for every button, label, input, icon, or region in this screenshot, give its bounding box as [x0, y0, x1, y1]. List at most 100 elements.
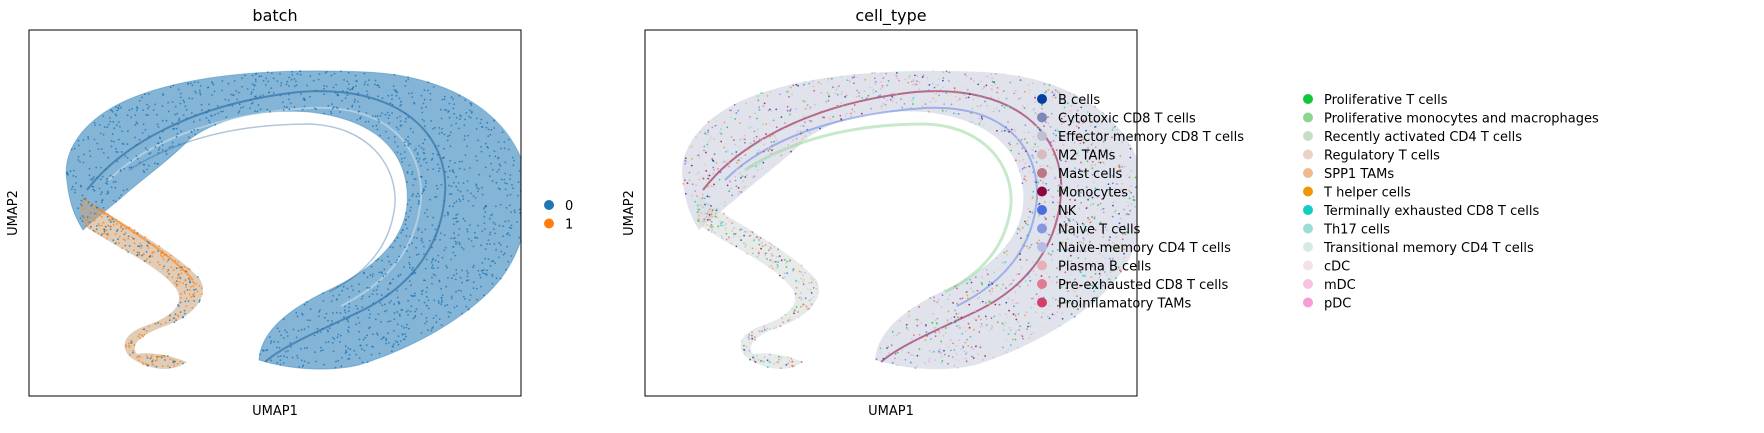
cell-type-point: [793, 270, 796, 272]
batch-point: [161, 149, 164, 151]
cell-type-point: [779, 325, 782, 328]
batch-point: [341, 356, 343, 359]
cell-type-point: [746, 231, 749, 233]
batch-point: [156, 123, 159, 126]
batch-point: [388, 114, 391, 117]
cell-type-point: [761, 123, 764, 126]
cell-type-point: [1016, 347, 1019, 349]
cell-type-point: [1126, 174, 1129, 177]
batch-point: [300, 93, 302, 96]
cell-type-point: [700, 197, 703, 200]
cell-type-point: [863, 90, 866, 92]
cell-type-point: [895, 110, 898, 113]
cell-type-point: [944, 327, 947, 329]
batch-point: [343, 309, 346, 312]
batch-point: [171, 122, 174, 124]
cell-type-point: [733, 103, 736, 106]
batch-point: [241, 85, 243, 88]
cell-type-point: [894, 357, 896, 360]
batch-point: [307, 326, 310, 328]
cell-type-point: [1032, 195, 1034, 198]
cell-type-point: [1077, 98, 1079, 100]
batch-point: [349, 348, 352, 351]
cell-type-point: [771, 133, 774, 136]
batch-point: [120, 230, 123, 233]
cell-type-point: [964, 357, 967, 360]
batch-point: [282, 109, 285, 111]
batch-title: batch: [252, 6, 297, 25]
cell-type-legend-marker-naive-t-cells: [1037, 223, 1047, 234]
cell-type-point: [1088, 304, 1091, 307]
cell-type-point: [734, 175, 737, 178]
batch-point: [319, 346, 322, 349]
cell-type-point: [744, 138, 746, 141]
cell-type-point: [741, 175, 744, 178]
cell-type-point: [1063, 302, 1066, 304]
cell-type-point: [820, 91, 823, 94]
batch-point: [109, 117, 111, 119]
cell-type-point: [1018, 329, 1021, 331]
batch-point: [304, 98, 306, 101]
cell-type-point: [1008, 284, 1010, 287]
cell-type-point: [744, 154, 747, 156]
batch-point: [111, 110, 114, 113]
cell-type-point: [742, 180, 745, 183]
cell-type-point: [1077, 266, 1080, 269]
cell-type-point: [928, 321, 930, 324]
batch-point: [70, 188, 73, 191]
batch-point: [122, 143, 125, 145]
batch-point: [357, 316, 360, 319]
batch-point: [371, 115, 374, 118]
batch-point: [494, 262, 496, 264]
batch-point: [103, 232, 105, 235]
cell-type-point: [984, 95, 987, 98]
batch-point: [136, 106, 138, 109]
batch-point: [447, 213, 449, 216]
cell-type-point: [1078, 241, 1081, 244]
cell-type-point: [810, 298, 812, 301]
batch-point: [74, 189, 76, 191]
batch-point: [148, 256, 151, 258]
batch-point: [435, 195, 438, 198]
batch-point: [108, 219, 110, 222]
cell-type-point: [720, 195, 723, 198]
batch-point: [450, 185, 453, 188]
batch-point: [159, 323, 162, 326]
cell-type-point: [1098, 252, 1101, 255]
cell-type-point: [771, 254, 774, 257]
cell-type-point: [1026, 234, 1029, 237]
cell-type-point: [737, 193, 740, 195]
cell-type-point: [1047, 165, 1050, 168]
cell-type-point: [1050, 279, 1053, 282]
cell-type-point: [1094, 215, 1096, 218]
cell-type-point: [832, 86, 834, 88]
batch-point: [396, 311, 399, 313]
cell-type-point: [991, 325, 993, 327]
cell-type-point: [789, 316, 791, 318]
cell-type-point: [1013, 92, 1016, 95]
cell-type-point: [773, 140, 775, 143]
batch-point: [81, 204, 84, 207]
cell-type-point: [815, 287, 818, 290]
cell-type-point: [1099, 132, 1102, 135]
batch-point: [473, 264, 475, 267]
cell-type-point: [1061, 99, 1063, 101]
batch-point: [120, 151, 123, 153]
batch-point: [343, 316, 345, 318]
cell-type-point: [1127, 144, 1130, 147]
cell-type-point: [1017, 321, 1019, 323]
cell-type-point: [1073, 142, 1076, 144]
cell-type-point: [715, 209, 718, 212]
cell-type-point: [985, 84, 988, 87]
cell-type-point: [1024, 124, 1027, 126]
cell-type-point: [795, 83, 798, 86]
batch-point: [463, 138, 466, 141]
cell-type-point: [1035, 112, 1038, 115]
cell-type-point: [728, 220, 731, 223]
cell-type-point: [971, 85, 973, 88]
batch-point: [439, 238, 441, 241]
cell-type-point: [1023, 166, 1026, 169]
batch-point: [499, 203, 502, 206]
cell-type-point: [691, 145, 694, 148]
